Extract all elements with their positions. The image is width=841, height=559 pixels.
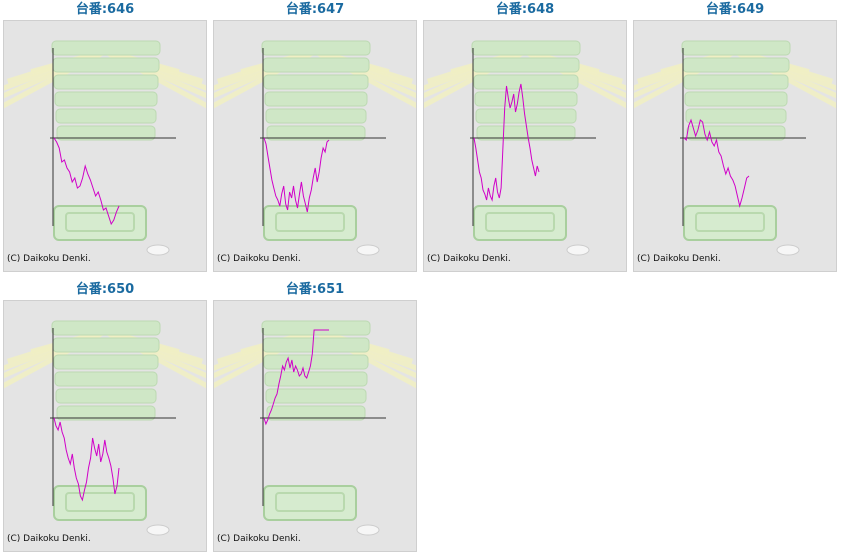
- coin-shape: [146, 524, 170, 536]
- tray-shape: [695, 212, 765, 232]
- tray-shape: [261, 320, 371, 336]
- tray-shape: [54, 371, 158, 387]
- tray-shape: [682, 57, 790, 73]
- coin-shape: [356, 524, 380, 536]
- background-art: [4, 40, 206, 256]
- chart-svg: [424, 40, 626, 256]
- tray-shape: [263, 74, 369, 90]
- tray-shape: [685, 108, 787, 124]
- background-art: [214, 40, 416, 256]
- tray-shape: [65, 492, 135, 512]
- tray-shape: [264, 91, 368, 107]
- tray-shape: [683, 205, 777, 241]
- chart-panel: (C) Daikoku Denki.: [3, 20, 207, 272]
- tray-shape: [53, 485, 147, 521]
- chart-panel: (C) Daikoku Denki.: [3, 300, 207, 552]
- tray-shape: [55, 388, 157, 404]
- tray-shape: [263, 205, 357, 241]
- chart-title[interactable]: 台番:647: [285, 2, 345, 17]
- chart-title[interactable]: 台番:651: [285, 282, 345, 297]
- tray-shape: [275, 492, 345, 512]
- background-art: [4, 320, 206, 536]
- tray-shape: [53, 205, 147, 241]
- tray-shape: [681, 40, 791, 56]
- tray-shape: [473, 74, 579, 90]
- tray-shape: [472, 57, 580, 73]
- series-line: [263, 137, 330, 213]
- chart-cell: 台番:646 (C) Daikoku Denki.: [3, 0, 207, 272]
- chart-title[interactable]: 台番:649: [705, 2, 765, 17]
- series-line: [263, 329, 329, 426]
- tray-shape: [261, 40, 371, 56]
- tray-shape: [474, 91, 578, 107]
- tray-shape: [684, 91, 788, 107]
- tray-shape: [52, 57, 160, 73]
- chart-svg: [214, 320, 416, 536]
- series-line: [683, 118, 750, 208]
- tray-shape: [266, 125, 366, 141]
- tray-shape: [56, 405, 156, 421]
- tray-shape: [53, 354, 159, 370]
- series-line: [53, 137, 120, 226]
- chart-cell: 台番:648 (C) Daikoku Denki.: [423, 0, 627, 272]
- tray-shape: [265, 108, 367, 124]
- tray-shape: [265, 388, 367, 404]
- tray-shape: [266, 405, 366, 421]
- tray-shape: [262, 337, 370, 353]
- background-art: [214, 320, 416, 536]
- copyright-text: (C) Daikoku Denki.: [217, 254, 301, 264]
- chart-svg: [634, 40, 836, 256]
- copyright-text: (C) Daikoku Denki.: [7, 534, 91, 544]
- tray-shape: [473, 205, 567, 241]
- chart-svg: [4, 320, 206, 536]
- copyright-text: (C) Daikoku Denki.: [637, 254, 721, 264]
- chart-title[interactable]: 台番:646: [75, 2, 135, 17]
- tray-shape: [471, 40, 581, 56]
- chart-title[interactable]: 台番:648: [495, 2, 555, 17]
- coin-shape: [356, 244, 380, 256]
- tray-shape: [264, 371, 368, 387]
- copyright-text: (C) Daikoku Denki.: [217, 534, 301, 544]
- tray-shape: [51, 40, 161, 56]
- coin-shape: [566, 244, 590, 256]
- chart-panel: (C) Daikoku Denki.: [633, 20, 837, 272]
- series-line: [53, 417, 120, 502]
- tray-shape: [65, 212, 135, 232]
- coin-shape: [776, 244, 800, 256]
- chart-title[interactable]: 台番:650: [75, 282, 135, 297]
- chart-svg: [214, 40, 416, 256]
- chart-cell: 台番:651 (C) Daikoku Denki.: [213, 280, 417, 552]
- background-art: [634, 40, 836, 256]
- chart-svg: [4, 40, 206, 256]
- tray-shape: [485, 212, 555, 232]
- chart-cell: 台番:647 (C) Daikoku Denki.: [213, 0, 417, 272]
- copyright-text: (C) Daikoku Denki.: [7, 254, 91, 264]
- coin-shape: [146, 244, 170, 256]
- tray-shape: [53, 74, 159, 90]
- tray-shape: [683, 74, 789, 90]
- tray-shape: [263, 485, 357, 521]
- chart-panel: (C) Daikoku Denki.: [213, 20, 417, 272]
- chart-cell: 台番:649 (C) Daikoku Denki.: [633, 0, 837, 272]
- chart-panel: (C) Daikoku Denki.: [423, 20, 627, 272]
- tray-shape: [55, 108, 157, 124]
- tray-shape: [52, 337, 160, 353]
- copyright-text: (C) Daikoku Denki.: [427, 254, 511, 264]
- tray-shape: [263, 354, 369, 370]
- series-line: [473, 83, 540, 202]
- tray-shape: [275, 212, 345, 232]
- chart-panel: (C) Daikoku Denki.: [213, 300, 417, 552]
- tray-shape: [54, 91, 158, 107]
- chart-cell: 台番:650 (C) Daikoku Denki.: [3, 280, 207, 552]
- tray-shape: [56, 125, 156, 141]
- tray-shape: [262, 57, 370, 73]
- background-art: [424, 40, 626, 256]
- tray-shape: [51, 320, 161, 336]
